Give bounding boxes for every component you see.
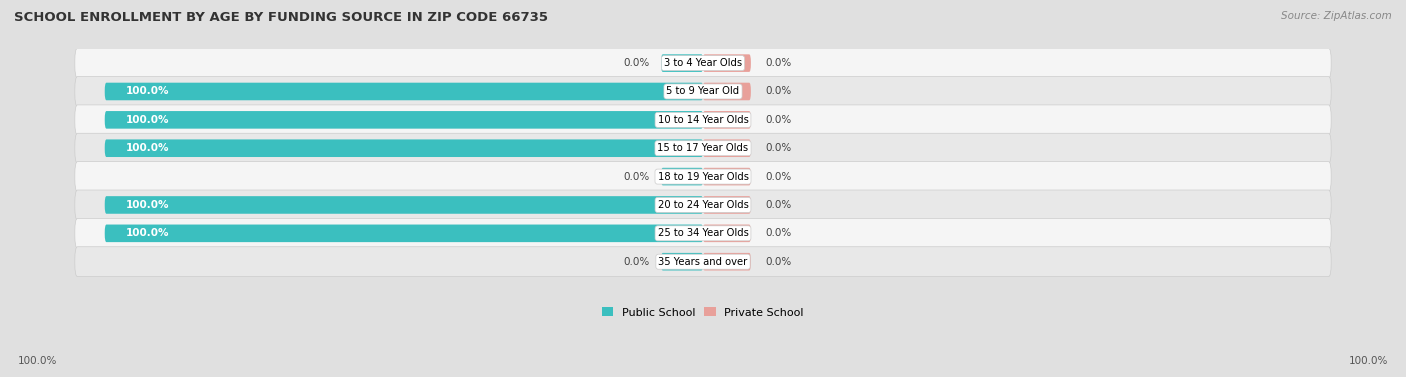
FancyBboxPatch shape: [104, 196, 703, 214]
FancyBboxPatch shape: [104, 139, 703, 157]
FancyBboxPatch shape: [75, 48, 1331, 78]
FancyBboxPatch shape: [75, 105, 1331, 135]
Text: 0.0%: 0.0%: [766, 58, 792, 68]
FancyBboxPatch shape: [75, 133, 1331, 163]
Text: 100.0%: 100.0%: [125, 143, 169, 153]
Text: 0.0%: 0.0%: [766, 228, 792, 238]
FancyBboxPatch shape: [703, 168, 751, 185]
Legend: Public School, Private School: Public School, Private School: [598, 303, 808, 322]
Text: 0.0%: 0.0%: [766, 172, 792, 182]
FancyBboxPatch shape: [75, 218, 1331, 248]
Text: 0.0%: 0.0%: [766, 200, 792, 210]
FancyBboxPatch shape: [104, 83, 703, 100]
FancyBboxPatch shape: [661, 253, 703, 270]
Text: 0.0%: 0.0%: [623, 172, 650, 182]
Text: 35 Years and over: 35 Years and over: [658, 257, 748, 267]
Text: Source: ZipAtlas.com: Source: ZipAtlas.com: [1281, 11, 1392, 21]
FancyBboxPatch shape: [703, 225, 751, 242]
Text: 100.0%: 100.0%: [125, 200, 169, 210]
Text: 0.0%: 0.0%: [623, 257, 650, 267]
FancyBboxPatch shape: [104, 111, 703, 129]
Text: 100.0%: 100.0%: [125, 86, 169, 97]
FancyBboxPatch shape: [104, 225, 703, 242]
Text: 0.0%: 0.0%: [766, 143, 792, 153]
Text: 0.0%: 0.0%: [766, 86, 792, 97]
Text: 100.0%: 100.0%: [1348, 356, 1388, 366]
FancyBboxPatch shape: [703, 253, 751, 270]
FancyBboxPatch shape: [703, 196, 751, 214]
Text: 100.0%: 100.0%: [125, 228, 169, 238]
Text: 0.0%: 0.0%: [766, 257, 792, 267]
Text: 25 to 34 Year Olds: 25 to 34 Year Olds: [658, 228, 748, 238]
FancyBboxPatch shape: [75, 247, 1331, 277]
Text: 100.0%: 100.0%: [125, 115, 169, 125]
FancyBboxPatch shape: [75, 162, 1331, 192]
FancyBboxPatch shape: [75, 190, 1331, 220]
FancyBboxPatch shape: [703, 139, 751, 157]
Text: 5 to 9 Year Old: 5 to 9 Year Old: [666, 86, 740, 97]
Text: 0.0%: 0.0%: [623, 58, 650, 68]
FancyBboxPatch shape: [661, 54, 703, 72]
Text: SCHOOL ENROLLMENT BY AGE BY FUNDING SOURCE IN ZIP CODE 66735: SCHOOL ENROLLMENT BY AGE BY FUNDING SOUR…: [14, 11, 548, 24]
Text: 100.0%: 100.0%: [18, 356, 58, 366]
Text: 3 to 4 Year Olds: 3 to 4 Year Olds: [664, 58, 742, 68]
Text: 10 to 14 Year Olds: 10 to 14 Year Olds: [658, 115, 748, 125]
FancyBboxPatch shape: [75, 77, 1331, 106]
Text: 20 to 24 Year Olds: 20 to 24 Year Olds: [658, 200, 748, 210]
Text: 15 to 17 Year Olds: 15 to 17 Year Olds: [658, 143, 748, 153]
Text: 0.0%: 0.0%: [766, 115, 792, 125]
FancyBboxPatch shape: [661, 168, 703, 185]
Text: 18 to 19 Year Olds: 18 to 19 Year Olds: [658, 172, 748, 182]
FancyBboxPatch shape: [703, 111, 751, 129]
FancyBboxPatch shape: [703, 54, 751, 72]
FancyBboxPatch shape: [703, 83, 751, 100]
